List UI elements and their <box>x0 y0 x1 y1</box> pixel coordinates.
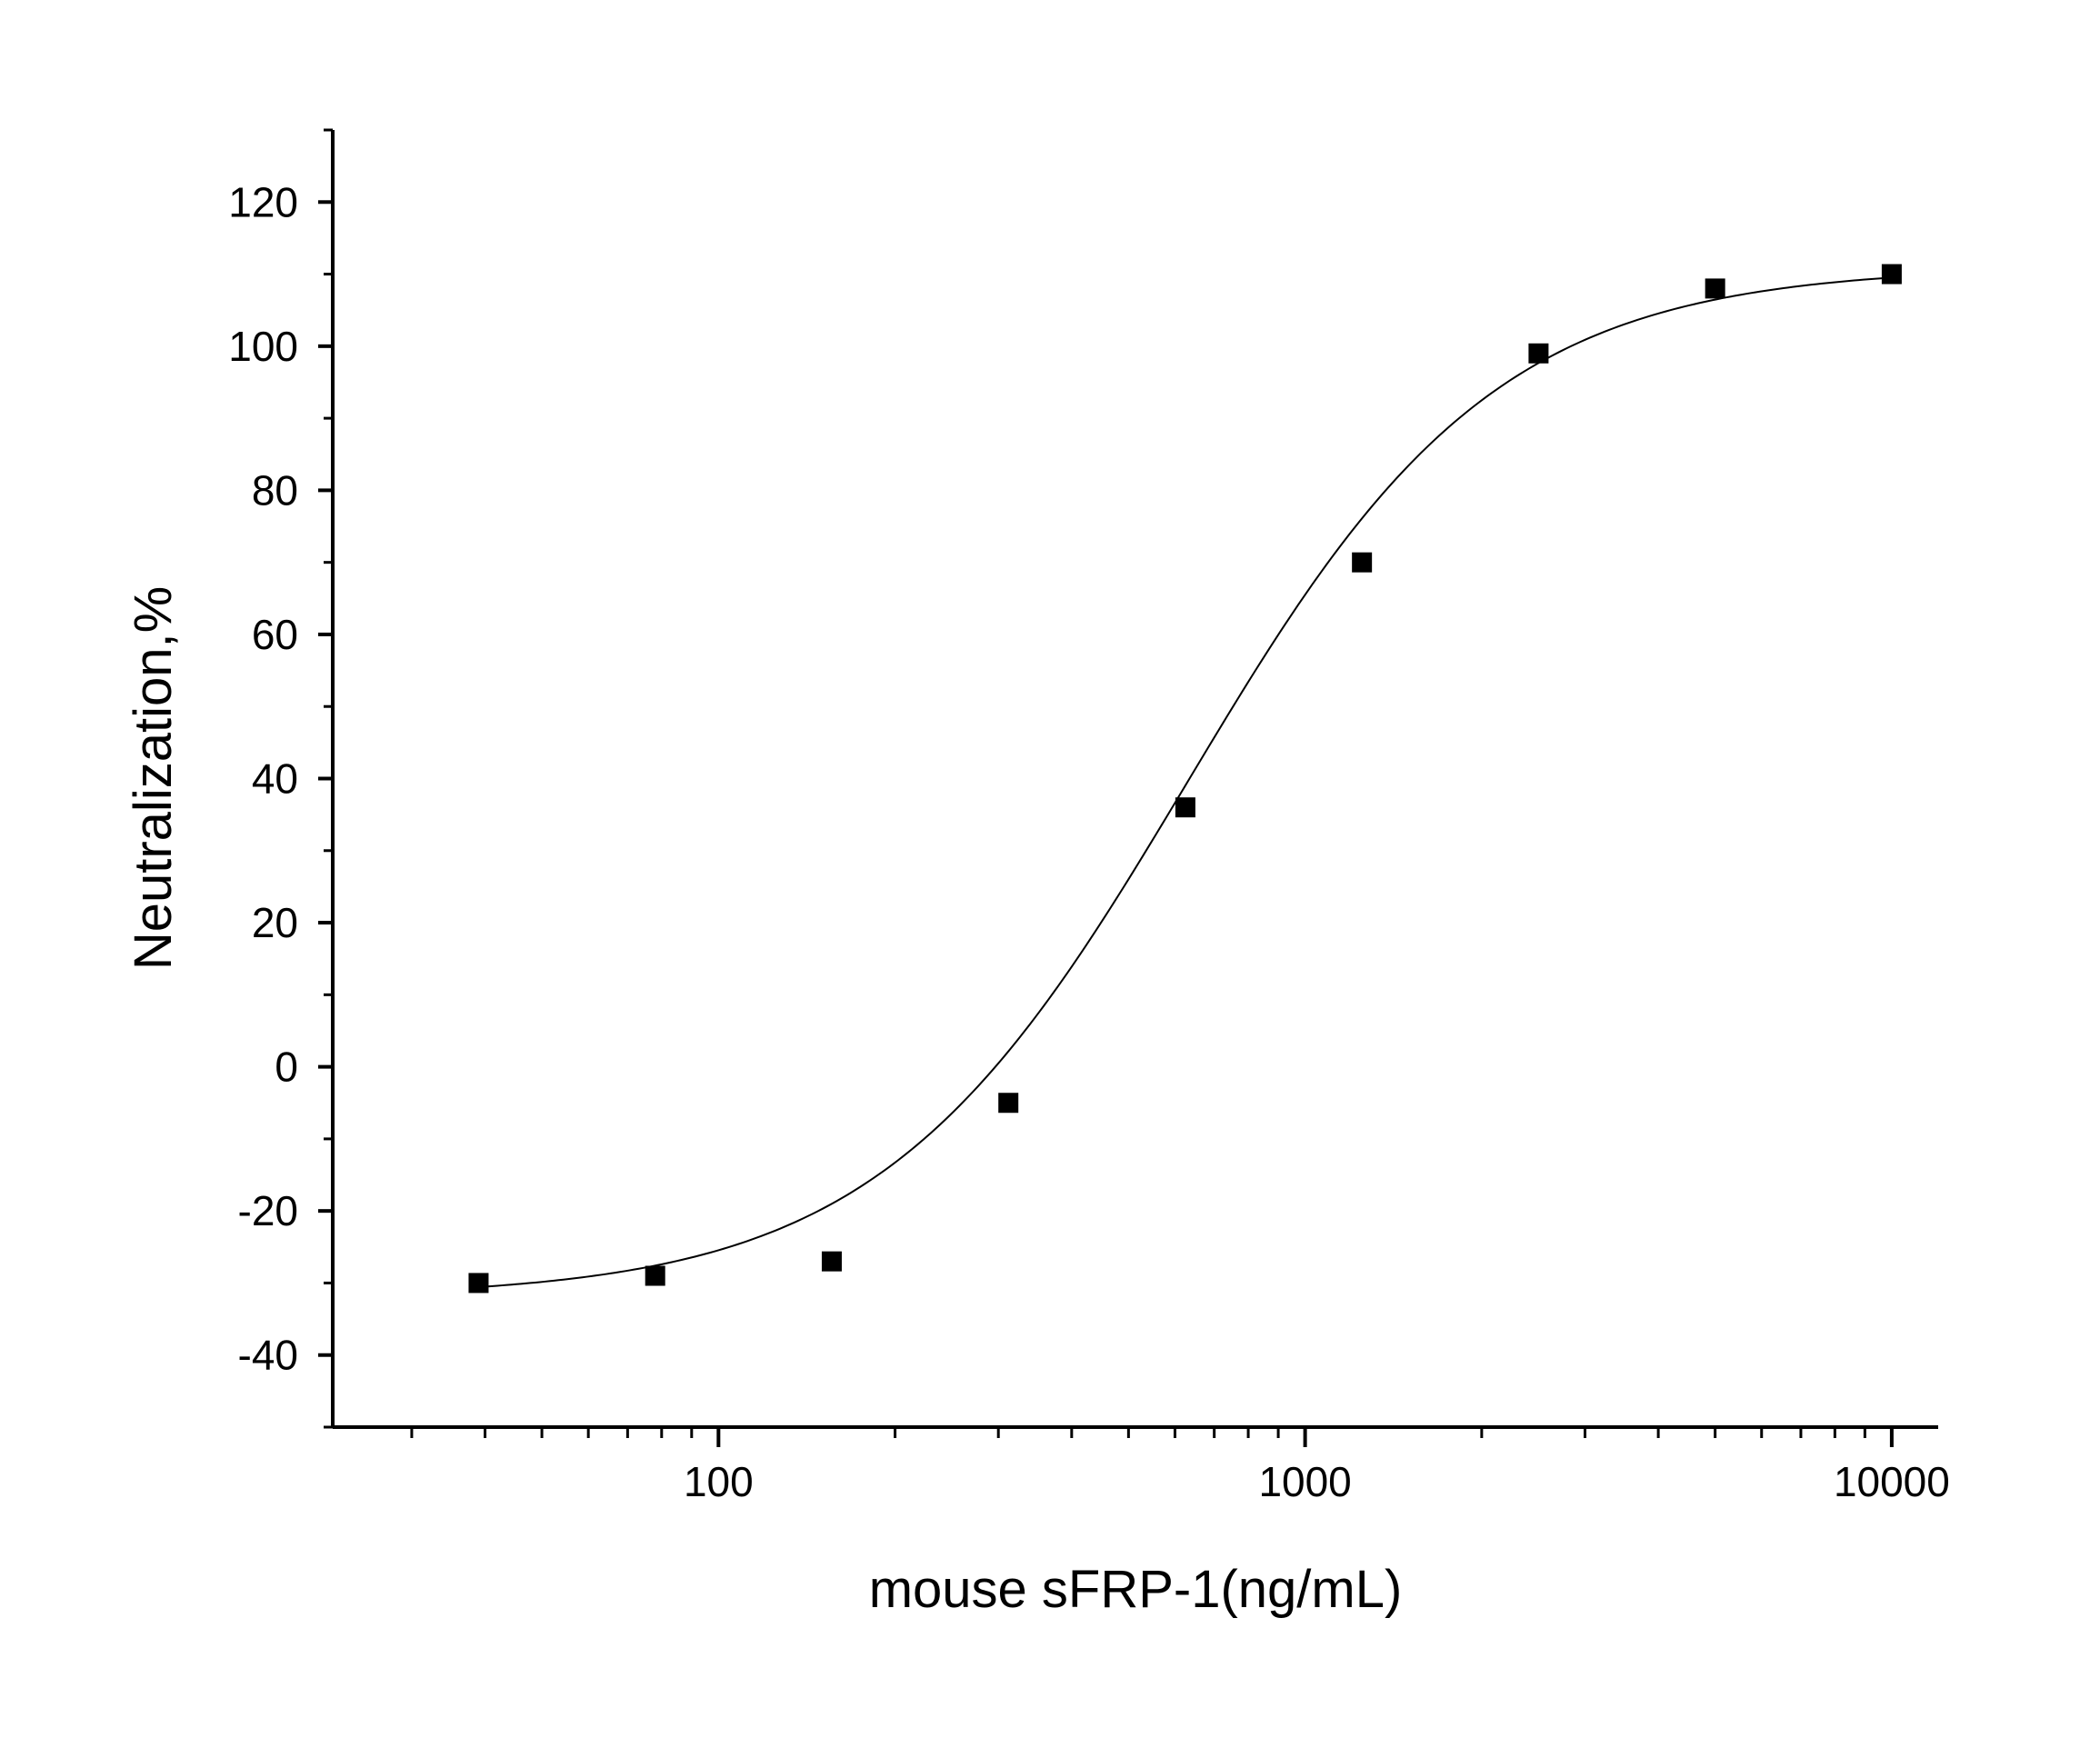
data-point <box>645 1265 665 1286</box>
y-tick-label: -20 <box>238 1187 298 1234</box>
y-tick-label: 80 <box>252 466 298 514</box>
data-point <box>1528 343 1549 364</box>
data-point <box>468 1273 489 1294</box>
data-point <box>1352 552 1373 573</box>
x-tick-label: 1000 <box>1258 1458 1351 1505</box>
data-points <box>468 264 1902 1294</box>
y-tick-label: 0 <box>275 1044 298 1091</box>
y-tick-label: 60 <box>252 611 298 658</box>
data-point <box>1881 264 1902 285</box>
data-point <box>998 1093 1019 1114</box>
x-ticks: 100 1000 10000 <box>410 1427 1950 1505</box>
y-tick-label: 100 <box>228 323 298 370</box>
data-point <box>1705 278 1725 299</box>
data-point <box>1175 797 1195 818</box>
y-axis-title: Neutralization,% <box>124 586 183 970</box>
y-tick-label: 120 <box>228 178 298 225</box>
y-ticks: -40 -20 0 20 40 60 80 100 120 <box>228 128 333 1429</box>
x-tick-label: 10000 <box>1834 1458 1950 1505</box>
fit-curve <box>478 276 1892 1288</box>
y-tick-label: 20 <box>252 899 298 946</box>
x-tick-label: 100 <box>684 1458 754 1505</box>
y-tick-label: 40 <box>252 755 298 803</box>
x-axis-title: mouse sFRP-1(ng/mL) <box>869 1560 1403 1619</box>
axes: -40 -20 0 20 40 60 80 100 120 100 1000 10000 <box>228 128 1950 1505</box>
y-tick-label: -40 <box>238 1332 298 1379</box>
data-point <box>821 1251 842 1272</box>
